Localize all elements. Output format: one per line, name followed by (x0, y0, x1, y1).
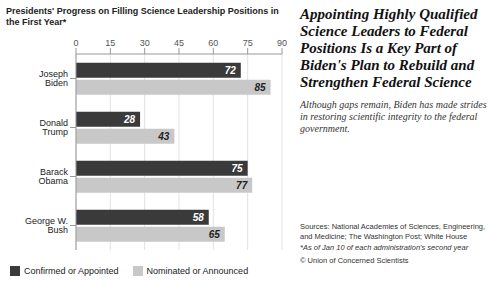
svg-text:BarackObama: BarackObama (38, 167, 68, 186)
svg-text:75: 75 (232, 163, 244, 174)
svg-text:85: 85 (254, 82, 266, 93)
svg-text:0: 0 (73, 38, 78, 48)
html-text:Appointing Highly Qualified Sc: Appointing Highly Qualified Science Lead… (300, 6, 478, 90)
svg-text:DonaldTrump: DonaldTrump (39, 118, 68, 137)
svg-text:65: 65 (209, 229, 221, 240)
html-text:Although gaps remain, Biden ha: Although gaps remain, Biden has made str… (300, 99, 487, 134)
svg-text:75: 75 (243, 38, 253, 48)
svg-text:45: 45 (174, 38, 184, 48)
svg-text:43: 43 (157, 131, 170, 142)
svg-text:JosephBiden: JosephBiden (39, 69, 68, 88)
html-text:*As of Jan 10 of each administ: *As of Jan 10 of each administration's s… (300, 243, 469, 252)
svg-text:30: 30 (140, 38, 150, 48)
html-text:© Union of Concerned Scientist: © Union of Concerned Scientists (300, 255, 409, 265)
html-text:Confirmed or Appointed: Confirmed or Appointed (24, 266, 119, 276)
svg-text:28: 28 (123, 114, 136, 125)
svg-text:15: 15 (105, 38, 115, 48)
html-text:Nominated or Announced: Nominated or Announced (146, 266, 249, 276)
svg-text:George W.Bush: George W.Bush (25, 216, 68, 235)
svg-text:58: 58 (193, 212, 205, 223)
svg-text:72: 72 (225, 65, 237, 76)
html-text:Presidents' Progress on Fillin: Presidents' Progress on Filling Science … (6, 6, 279, 27)
svg-text:77: 77 (236, 180, 248, 191)
html-text:Sources: National Academies of: Sources: National Academies of Sciences,… (300, 222, 486, 241)
svg-text:60: 60 (208, 38, 218, 48)
svg-text:90: 90 (277, 38, 287, 48)
